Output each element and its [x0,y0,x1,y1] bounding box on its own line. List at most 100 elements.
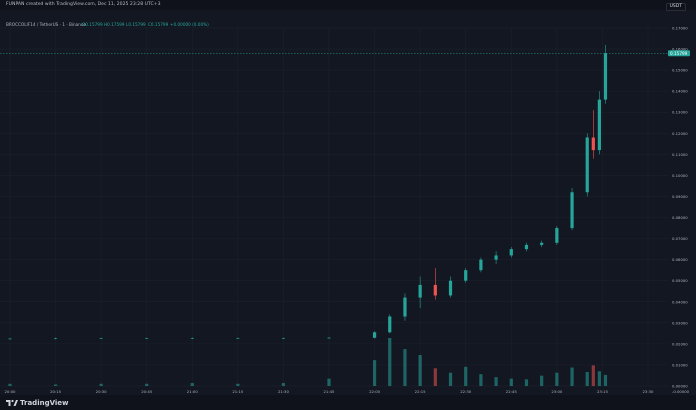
volume-bar [327,378,331,386]
snapshot-title: FUNPAN created with TradingView.com, Dec… [6,2,161,7]
candle-body [418,284,422,298]
candle-body [403,297,407,317]
time-tick-label: 21:45 [324,389,336,394]
time-tick-label: 23:30 [643,389,655,394]
price-tick-label: 0.02000 [672,341,688,346]
candle-body [540,242,544,245]
candle-body [597,99,601,151]
volume-bar [479,374,483,386]
volume-bars [8,338,608,386]
time-tick-label: 21:00 [187,389,199,394]
price-tick-label: -0.00000 [672,389,690,394]
time-tick-label: 23:15 [597,389,609,394]
volume-bar [570,367,574,386]
price-tick-label: 0.15000 [672,68,688,73]
candle-body [555,228,559,243]
candle-body [99,338,103,340]
volume-bar [597,371,601,386]
candle-body [372,332,377,338]
price-tick-label: 0.12000 [672,131,688,136]
candle-body [190,338,194,339]
volume-bar [190,383,194,386]
price-tick-label: 0.09000 [672,194,688,199]
time-tick-label: 23:00 [551,389,563,394]
volume-bar [372,360,377,386]
legend-change: +0.00000 (0.00%) [170,22,209,27]
time-tick-label: 20:00 [5,389,17,394]
legend-high: H0.17599 [104,22,125,27]
price-tick-label: 0.08000 [672,215,688,220]
last-price-badge: 0.15799 [668,50,690,57]
time-tick-label: 20:30 [96,389,108,394]
candle-body [53,338,58,340]
price-tick-label: 0.16000 [672,47,688,52]
footer-bar: TradingView [0,395,696,410]
volume-bar [403,349,407,386]
volume-bar [540,375,544,386]
brand-name: TradingView [20,398,69,407]
volume-bar [8,383,12,386]
candle-body [591,137,595,151]
time-tick-label: 21:15 [232,389,244,394]
time-tick-label: 22:45 [506,389,518,394]
legend-close: C0.15799 [148,22,169,27]
price-chart[interactable]: 0.17000 0.16000 0.15000 0.14000 0.13000 0.120… [0,10,696,396]
volume-bar [494,377,498,386]
candle-body [8,338,12,340]
price-tick-label: 0.14000 [672,89,688,94]
candle-body [327,337,331,339]
volume-bar [418,354,422,386]
candle-body [570,192,574,229]
volume-bar [509,378,513,386]
volume-bar [591,365,595,386]
price-tick-label: 0.07000 [672,236,688,241]
candle-body [524,244,529,250]
currency-unit-button[interactable]: USDT [665,3,686,11]
time-tick-label: 20:15 [50,389,62,394]
volume-bar [524,379,529,386]
legend-low: L0.15799 [126,22,146,27]
candle-body [448,280,453,296]
price-tick-label: 0.06000 [672,257,688,262]
tradingview-logo[interactable]: TradingView [6,397,69,408]
time-tick-label: 22:15 [415,389,427,394]
candle-body [603,53,608,100]
candle-body [236,338,240,339]
candle-body [585,137,589,193]
candle-body [494,255,498,260]
volume-bar [281,383,286,386]
time-tick-label: 21:30 [278,389,290,394]
price-tick-label: 0.04000 [672,299,688,304]
price-tick-label: 0.01000 [672,362,688,367]
price-tick-label: 0.13000 [672,110,688,115]
price-tick-label: 0.17000 [672,26,688,31]
volume-bar [585,371,589,386]
volume-bar [388,338,392,386]
time-tick-label: 22:00 [369,389,381,394]
time-tick-label: 22:30 [460,389,472,394]
volume-bar [433,368,437,386]
volume-bar [53,384,58,386]
last-price-value: 0.15799 [670,51,688,56]
price-tick-label: 0.00000 [672,384,688,389]
price-tick-label: 0.11000 [672,152,688,157]
volume-bar [555,372,559,386]
volume-bar [603,374,608,386]
volume-bar [99,383,103,386]
price-tick-label: 0.05000 [672,278,688,283]
price-axis[interactable]: 0.17000 0.16000 0.15000 0.14000 0.13000 0.120… [672,26,690,395]
candle-body [509,249,513,256]
candle-body [464,270,468,281]
volume-bar [145,383,149,386]
volume-bar [236,383,240,386]
candle-body [388,316,392,333]
candle-body [145,338,149,339]
volume-bar [448,372,453,386]
legend: BROCCOLIF14 / TetherUS · 1 · Binance O0.… [6,22,209,27]
price-tick-label: 0.10000 [672,173,688,178]
time-axis[interactable]: 20:00 20:15 20:30 20:45 21:00 21:15 21:30 21:45… [5,389,655,394]
candlestick-series [8,44,608,340]
price-tick-label: 0.03000 [672,320,688,325]
header-bar: FUNPAN created with TradingView.com, Dec… [0,0,696,11]
